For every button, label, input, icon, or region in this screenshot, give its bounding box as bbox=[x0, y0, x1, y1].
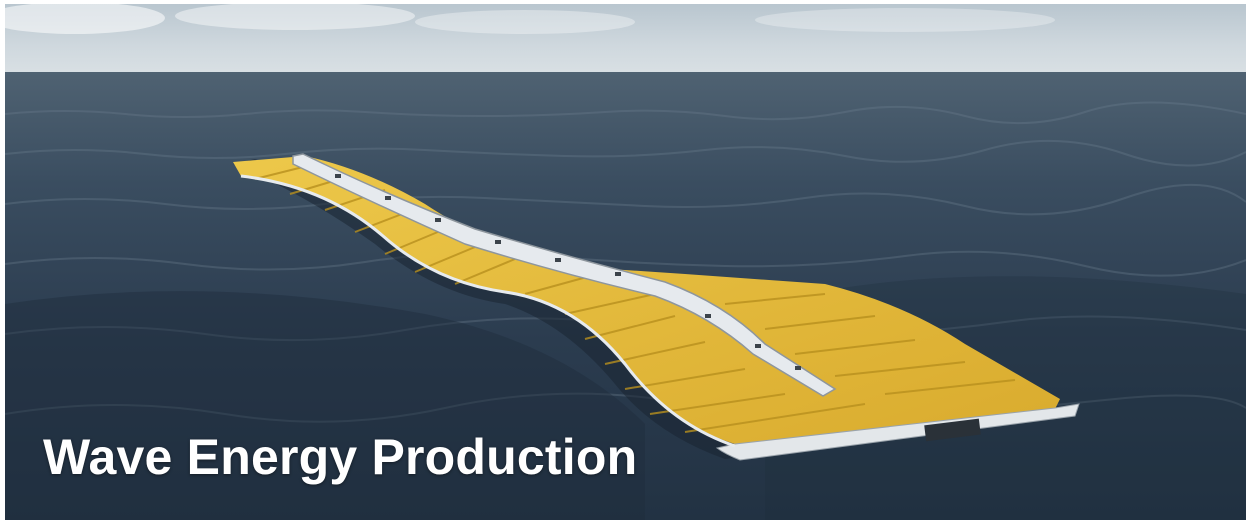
dark-swell bbox=[5, 291, 645, 520]
wave-energy-photo bbox=[5, 4, 1246, 520]
sky bbox=[5, 4, 1246, 74]
cloud bbox=[755, 8, 1055, 32]
rim-left-edge bbox=[240, 174, 736, 448]
caption-title: Wave Energy Production bbox=[43, 429, 638, 485]
rim-dark-section bbox=[924, 418, 981, 442]
cloud bbox=[175, 4, 415, 30]
device-rim bbox=[715, 403, 1080, 461]
cloud bbox=[5, 4, 165, 34]
cloud bbox=[415, 10, 635, 34]
device-spine bbox=[292, 153, 837, 397]
photo-frame: Wave Energy Production bbox=[5, 4, 1246, 520]
spine-joints bbox=[335, 174, 801, 370]
